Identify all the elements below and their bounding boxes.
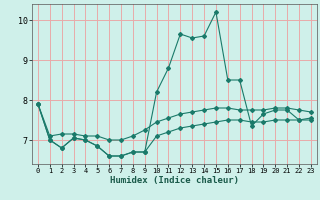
X-axis label: Humidex (Indice chaleur): Humidex (Indice chaleur) bbox=[110, 176, 239, 185]
